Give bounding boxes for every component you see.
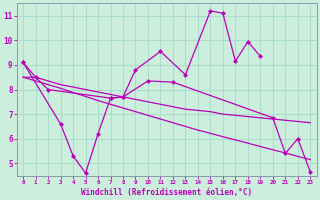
X-axis label: Windchill (Refroidissement éolien,°C): Windchill (Refroidissement éolien,°C) bbox=[81, 188, 252, 197]
